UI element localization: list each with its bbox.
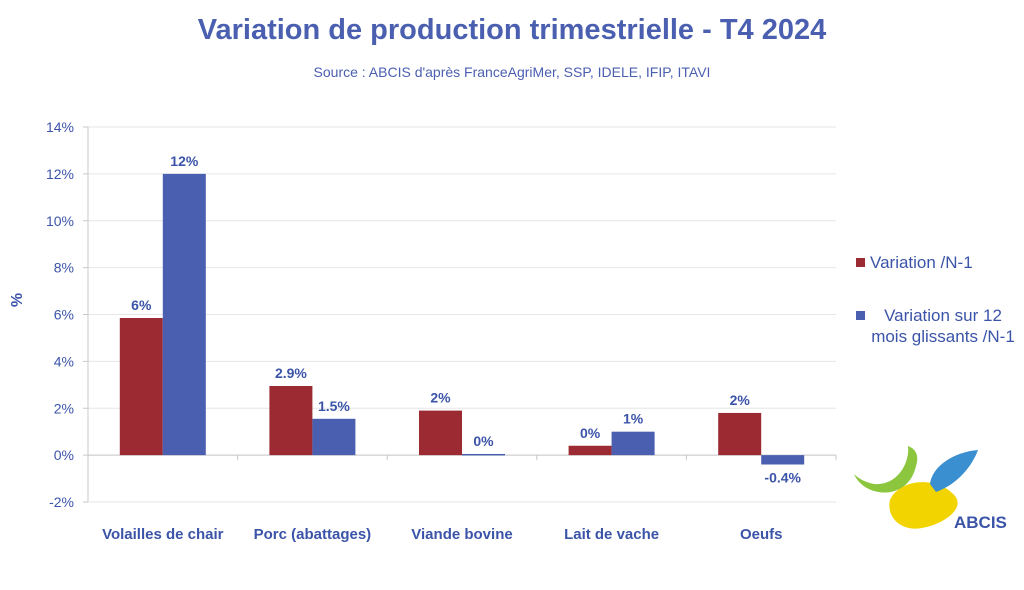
y-tick-label: 4% <box>54 353 74 369</box>
bar <box>761 455 805 465</box>
legend-swatch-series1 <box>856 258 865 267</box>
y-tick-label: 2% <box>54 400 74 416</box>
data-label: 2.9% <box>275 365 307 381</box>
legend-label-series1: Variation /N-1 <box>870 253 973 272</box>
y-axis-label: % <box>9 293 26 307</box>
chart-title: Variation de production trimestrielle - … <box>197 14 827 46</box>
bar <box>462 453 505 456</box>
bar <box>119 318 163 456</box>
abcis-logo: ABCIS <box>854 446 1007 532</box>
logo-green-shape <box>854 446 918 493</box>
bar <box>269 385 313 456</box>
x-tick-label: Viande bovine <box>411 526 512 543</box>
x-tick-label: Volailles de chair <box>102 526 224 543</box>
y-tick-label: 14% <box>46 119 74 135</box>
y-tick-label: 10% <box>46 213 74 229</box>
logo-blue-shape <box>930 450 978 492</box>
bar <box>162 173 206 456</box>
logo-text: ABCIS <box>954 513 1007 532</box>
x-tick-label: Porc (abattages) <box>254 526 372 543</box>
legend-item-variation-12-mois: Variation sur 12 mois glissants /N-1 <box>856 305 1016 347</box>
chart-subtitle: Source : ABCIS d'après FranceAgriMer, SS… <box>313 64 711 80</box>
logo-yellow-shape <box>889 482 958 529</box>
data-label: 6% <box>131 297 152 313</box>
y-tick-label: 8% <box>54 260 74 276</box>
data-label: 2% <box>430 390 451 406</box>
data-label: 1% <box>623 411 644 427</box>
legend-item-variation-n-1: Variation /N-1 <box>856 252 1016 273</box>
data-label: 1.5% <box>318 398 350 414</box>
bar <box>419 410 462 456</box>
y-tick-label: 0% <box>54 447 74 463</box>
legend-label-series2: Variation sur 12 mois glissants /N-1 <box>871 306 1015 346</box>
y-tick-label: 6% <box>54 307 74 323</box>
bar <box>611 431 655 456</box>
legend-swatch-series2 <box>856 311 865 320</box>
data-label: 0% <box>580 425 601 441</box>
bar <box>568 445 612 456</box>
bar <box>718 412 762 456</box>
data-label: 12% <box>170 153 199 169</box>
x-tick-label: Lait de vache <box>564 526 659 543</box>
y-tick-label: 12% <box>46 166 74 182</box>
data-label: 0% <box>473 433 494 449</box>
x-tick-label: Oeufs <box>740 526 783 543</box>
data-label: -0.4% <box>764 470 801 486</box>
legend: Variation /N-1 Variation sur 12 mois gli… <box>856 252 1016 347</box>
data-label: 2% <box>730 392 751 408</box>
bar <box>312 418 356 456</box>
y-tick-label: -2% <box>49 494 74 510</box>
